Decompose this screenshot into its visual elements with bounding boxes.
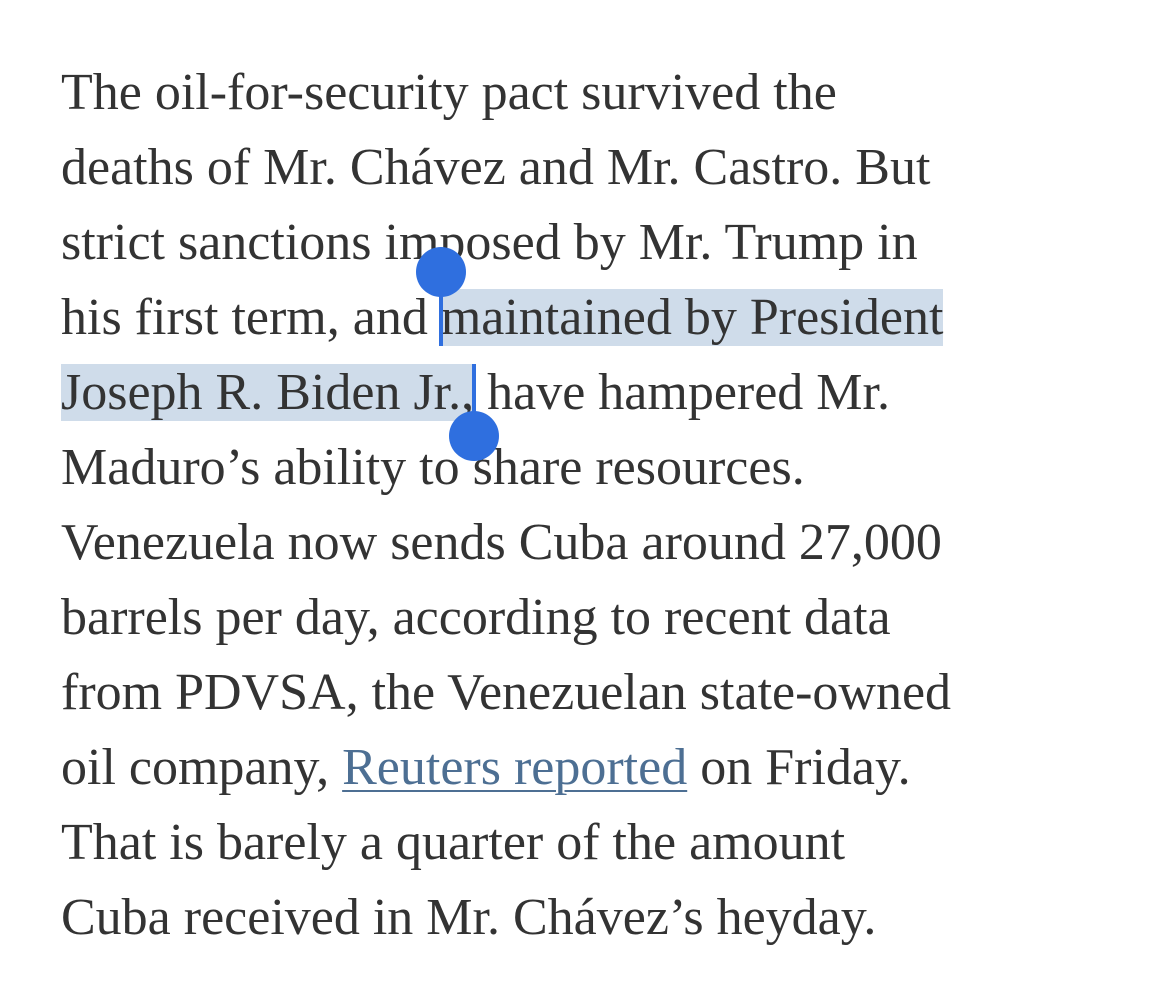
text-line-5: Joseph R. Biden Jr., have hampered Mr. (61, 364, 890, 421)
selection-end-handle-stem[interactable] (472, 364, 477, 435)
text-line-3: strict sanctions imposed by Mr. Trump in (61, 214, 918, 271)
reuters-reported-link[interactable]: Reuters reported (342, 739, 688, 796)
text-line-4: his first term, and maintained by Presid… (61, 289, 944, 346)
text-line-11: That is barely a quarter of the amount (61, 814, 846, 871)
text-line-8: barrels per day, according to recent dat… (61, 589, 891, 646)
text-line-12: Cuba received in Mr. Chávez’s heyday. (61, 889, 877, 946)
selected-text[interactable]: maintained by President (440, 289, 944, 346)
text-line-10: oil company, Reuters reported on Friday. (61, 739, 911, 796)
text-line-7: Venezuela now sends Cuba around 27,000 (61, 514, 942, 571)
text-line-9: from PDVSA, the Venezuelan state-owned (61, 664, 952, 721)
selected-text[interactable]: Joseph R. Biden Jr., (61, 364, 475, 421)
text-line-6: Maduro’s ability to share resources. (61, 439, 805, 496)
article-paragraph: The oil-for-security pact survived the d… (61, 55, 1141, 955)
text-line-1: The oil-for-security pact survived the (61, 64, 837, 121)
selection-start-handle-stem[interactable] (438, 279, 443, 346)
selection-end-handle[interactable] (449, 411, 500, 461)
selection-start-handle[interactable] (415, 247, 466, 297)
text-line-2: deaths of Mr. Chávez and Mr. Castro. But (61, 139, 931, 196)
